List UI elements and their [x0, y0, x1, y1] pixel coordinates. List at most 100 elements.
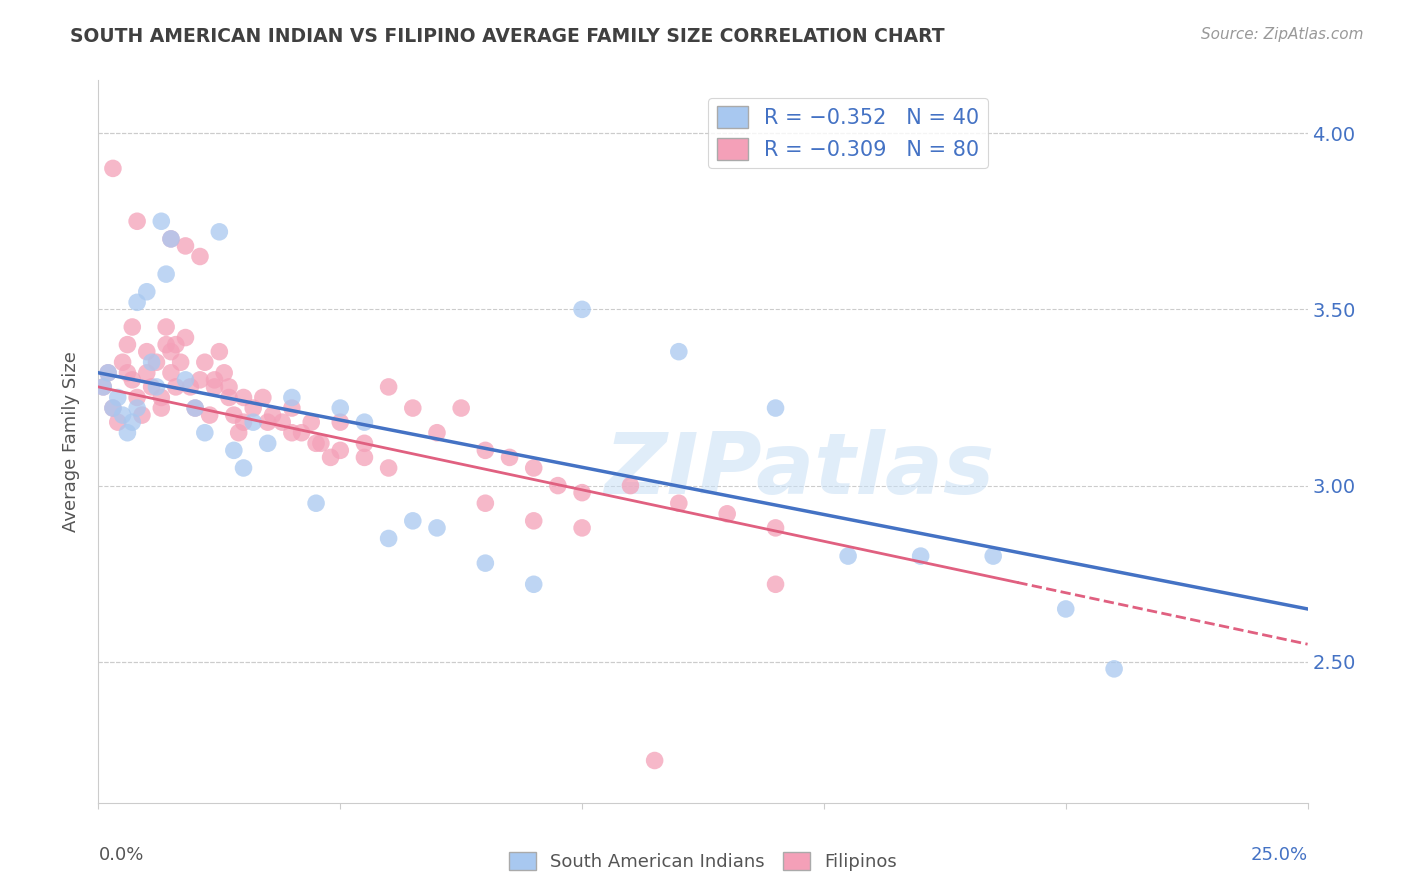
- Point: [150, 401, 173, 415]
- Point: [281, 391, 304, 405]
- Text: ZIPatlas: ZIPatlas: [605, 429, 995, 512]
- Point: [837, 549, 859, 563]
- Point: [184, 401, 207, 415]
- Point: [97, 366, 120, 380]
- Point: [184, 401, 207, 415]
- Point: [353, 436, 375, 450]
- Point: [329, 401, 352, 415]
- Text: 25.0%: 25.0%: [1250, 847, 1308, 864]
- Point: [765, 401, 787, 415]
- Point: [204, 380, 226, 394]
- Point: [101, 401, 124, 415]
- Point: [127, 391, 149, 405]
- Point: [1054, 602, 1077, 616]
- Point: [377, 461, 399, 475]
- Point: [547, 478, 569, 492]
- Point: [402, 514, 425, 528]
- Point: [160, 232, 183, 246]
- Point: [232, 391, 254, 405]
- Legend: South American Indians, Filipinos: South American Indians, Filipinos: [502, 845, 904, 879]
- Point: [910, 549, 932, 563]
- Point: [222, 443, 245, 458]
- Point: [523, 577, 546, 591]
- Point: [188, 373, 211, 387]
- Point: [188, 250, 211, 264]
- Point: [329, 415, 352, 429]
- Point: [194, 355, 217, 369]
- Point: [450, 401, 472, 415]
- Point: [765, 577, 787, 591]
- Point: [97, 366, 120, 380]
- Point: [426, 521, 449, 535]
- Point: [194, 425, 217, 440]
- Point: [169, 355, 191, 369]
- Point: [242, 415, 264, 429]
- Point: [232, 415, 254, 429]
- Point: [377, 380, 399, 394]
- Point: [107, 391, 129, 405]
- Point: [208, 225, 231, 239]
- Point: [141, 380, 163, 394]
- Point: [135, 285, 157, 299]
- Point: [353, 415, 375, 429]
- Text: SOUTH AMERICAN INDIAN VS FILIPINO AVERAGE FAMILY SIZE CORRELATION CHART: SOUTH AMERICAN INDIAN VS FILIPINO AVERAG…: [70, 27, 945, 45]
- Point: [155, 267, 177, 281]
- Point: [111, 355, 134, 369]
- Point: [981, 549, 1004, 563]
- Point: [242, 401, 264, 415]
- Point: [377, 532, 399, 546]
- Point: [155, 320, 177, 334]
- Point: [121, 415, 143, 429]
- Point: [121, 320, 143, 334]
- Point: [165, 380, 187, 394]
- Point: [668, 496, 690, 510]
- Point: [222, 408, 245, 422]
- Point: [198, 408, 221, 422]
- Point: [218, 380, 240, 394]
- Point: [145, 355, 167, 369]
- Point: [1102, 662, 1125, 676]
- Point: [498, 450, 520, 465]
- Point: [160, 366, 183, 380]
- Point: [131, 408, 153, 422]
- Point: [765, 521, 787, 535]
- Point: [121, 373, 143, 387]
- Point: [402, 401, 425, 415]
- Point: [644, 754, 666, 768]
- Point: [474, 443, 496, 458]
- Point: [150, 391, 173, 405]
- Point: [127, 401, 149, 415]
- Point: [228, 425, 250, 440]
- Point: [474, 496, 496, 510]
- Point: [150, 214, 173, 228]
- Point: [91, 380, 114, 394]
- Point: [117, 366, 139, 380]
- Point: [127, 214, 149, 228]
- Point: [474, 556, 496, 570]
- Point: [204, 373, 226, 387]
- Point: [141, 355, 163, 369]
- Point: [135, 344, 157, 359]
- Legend: R = −0.352   N = 40, R = −0.309   N = 80: R = −0.352 N = 40, R = −0.309 N = 80: [709, 98, 988, 169]
- Point: [571, 521, 593, 535]
- Point: [668, 344, 690, 359]
- Point: [619, 478, 641, 492]
- Point: [353, 450, 375, 465]
- Point: [281, 401, 304, 415]
- Point: [127, 295, 149, 310]
- Point: [281, 425, 304, 440]
- Point: [101, 401, 124, 415]
- Point: [256, 436, 278, 450]
- Point: [208, 344, 231, 359]
- Y-axis label: Average Family Size: Average Family Size: [62, 351, 80, 532]
- Point: [145, 380, 167, 394]
- Point: [309, 436, 332, 450]
- Point: [174, 373, 197, 387]
- Point: [299, 415, 322, 429]
- Point: [716, 507, 738, 521]
- Text: Source: ZipAtlas.com: Source: ZipAtlas.com: [1201, 27, 1364, 42]
- Point: [218, 391, 240, 405]
- Point: [117, 425, 139, 440]
- Point: [179, 380, 201, 394]
- Point: [523, 514, 546, 528]
